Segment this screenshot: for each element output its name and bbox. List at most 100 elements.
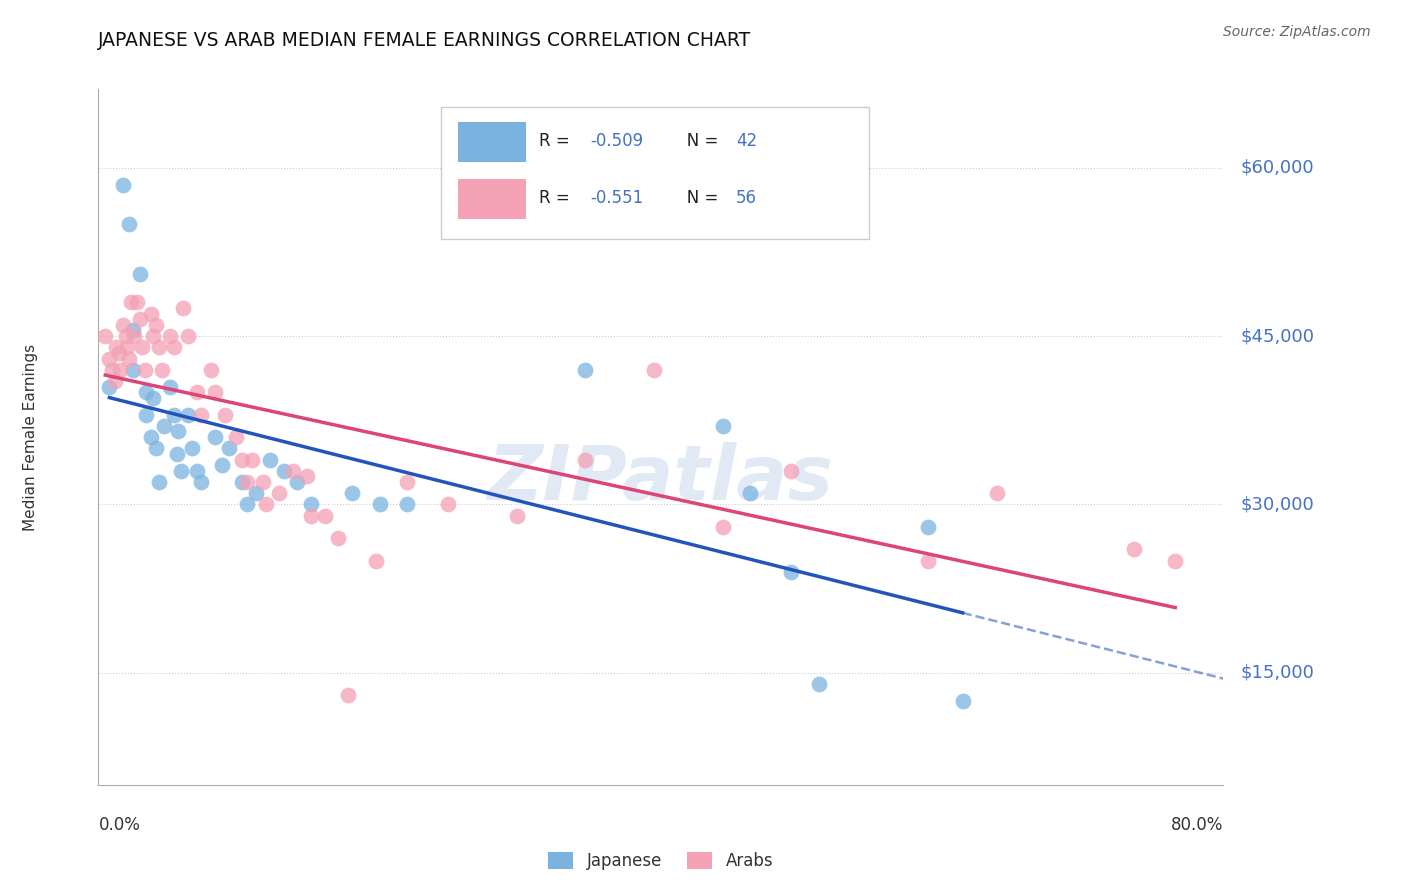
Point <box>231 452 253 467</box>
Point <box>134 363 156 377</box>
Point <box>986 486 1008 500</box>
Point <box>204 430 226 444</box>
Text: $30,000: $30,000 <box>1240 495 1313 514</box>
Point <box>368 497 391 511</box>
Point <box>364 553 387 567</box>
Point <box>117 217 139 231</box>
Point <box>240 452 263 467</box>
Text: R =: R = <box>540 189 581 208</box>
Point <box>115 340 138 354</box>
Legend: Japanese, Arabs: Japanese, Arabs <box>541 845 780 877</box>
Point <box>807 677 830 691</box>
Text: N =: N = <box>671 132 724 151</box>
Text: ZIPatlas: ZIPatlas <box>488 442 834 516</box>
Point <box>643 363 665 377</box>
Point <box>153 418 176 433</box>
Text: 42: 42 <box>737 132 758 151</box>
Point <box>98 379 121 393</box>
Point <box>337 688 360 702</box>
Point <box>167 425 190 439</box>
Point <box>131 340 153 354</box>
Text: 56: 56 <box>737 189 758 208</box>
Point <box>172 301 194 315</box>
Point <box>176 329 198 343</box>
FancyBboxPatch shape <box>441 106 869 239</box>
Point <box>396 475 419 489</box>
Point <box>101 363 124 377</box>
Text: $15,000: $15,000 <box>1240 664 1315 681</box>
Point <box>190 475 212 489</box>
Point <box>340 486 363 500</box>
Point <box>328 531 350 545</box>
Point <box>142 391 165 405</box>
Point <box>211 458 233 472</box>
Point <box>711 418 734 433</box>
Point <box>437 497 460 511</box>
Point <box>190 408 212 422</box>
Text: R =: R = <box>540 132 575 151</box>
Point <box>917 553 939 567</box>
Point <box>285 475 308 489</box>
Point <box>235 475 257 489</box>
Point <box>121 363 143 377</box>
Point <box>245 486 267 500</box>
Text: JAPANESE VS ARAB MEDIAN FEMALE EARNINGS CORRELATION CHART: JAPANESE VS ARAB MEDIAN FEMALE EARNINGS … <box>98 30 752 50</box>
Point <box>273 464 295 478</box>
Point <box>1123 542 1146 557</box>
Text: Median Female Earnings: Median Female Earnings <box>24 343 38 531</box>
Point <box>115 329 138 343</box>
Point <box>1164 553 1187 567</box>
Point <box>259 452 281 467</box>
Point <box>176 408 198 422</box>
Point <box>254 497 277 511</box>
Point <box>166 447 188 461</box>
Text: N =: N = <box>671 189 724 208</box>
Point <box>235 497 257 511</box>
Point <box>314 508 336 523</box>
Point <box>574 452 596 467</box>
Point <box>98 351 121 366</box>
Text: Source: ZipAtlas.com: Source: ZipAtlas.com <box>1223 25 1371 39</box>
Point <box>159 329 181 343</box>
Point <box>396 497 419 511</box>
FancyBboxPatch shape <box>458 122 526 162</box>
Point <box>135 385 157 400</box>
Point <box>231 475 253 489</box>
Point <box>148 340 170 354</box>
Text: 80.0%: 80.0% <box>1171 816 1223 834</box>
Point <box>139 430 162 444</box>
Point <box>159 379 181 393</box>
Point <box>180 442 202 456</box>
Point <box>204 385 226 400</box>
Point <box>163 408 186 422</box>
Point <box>135 408 157 422</box>
Text: 0.0%: 0.0% <box>98 816 141 834</box>
Point <box>163 340 186 354</box>
Point <box>128 312 150 326</box>
Point <box>125 295 148 310</box>
Point <box>186 464 208 478</box>
Point <box>120 295 142 310</box>
Point <box>214 408 236 422</box>
Point <box>574 363 596 377</box>
Point <box>299 508 322 523</box>
Point <box>139 307 162 321</box>
Point <box>738 486 761 500</box>
Point <box>128 268 150 282</box>
Point <box>780 464 803 478</box>
Point <box>952 694 974 708</box>
Point <box>110 363 132 377</box>
Text: $45,000: $45,000 <box>1240 327 1315 345</box>
Text: -0.551: -0.551 <box>591 189 643 208</box>
Point <box>117 351 139 366</box>
Point <box>186 385 208 400</box>
Point <box>283 464 305 478</box>
Point <box>104 374 127 388</box>
Point <box>269 486 291 500</box>
Point <box>252 475 274 489</box>
Point <box>122 329 145 343</box>
Point <box>145 442 167 456</box>
Point <box>780 565 803 579</box>
Point <box>506 508 529 523</box>
Point <box>148 475 170 489</box>
